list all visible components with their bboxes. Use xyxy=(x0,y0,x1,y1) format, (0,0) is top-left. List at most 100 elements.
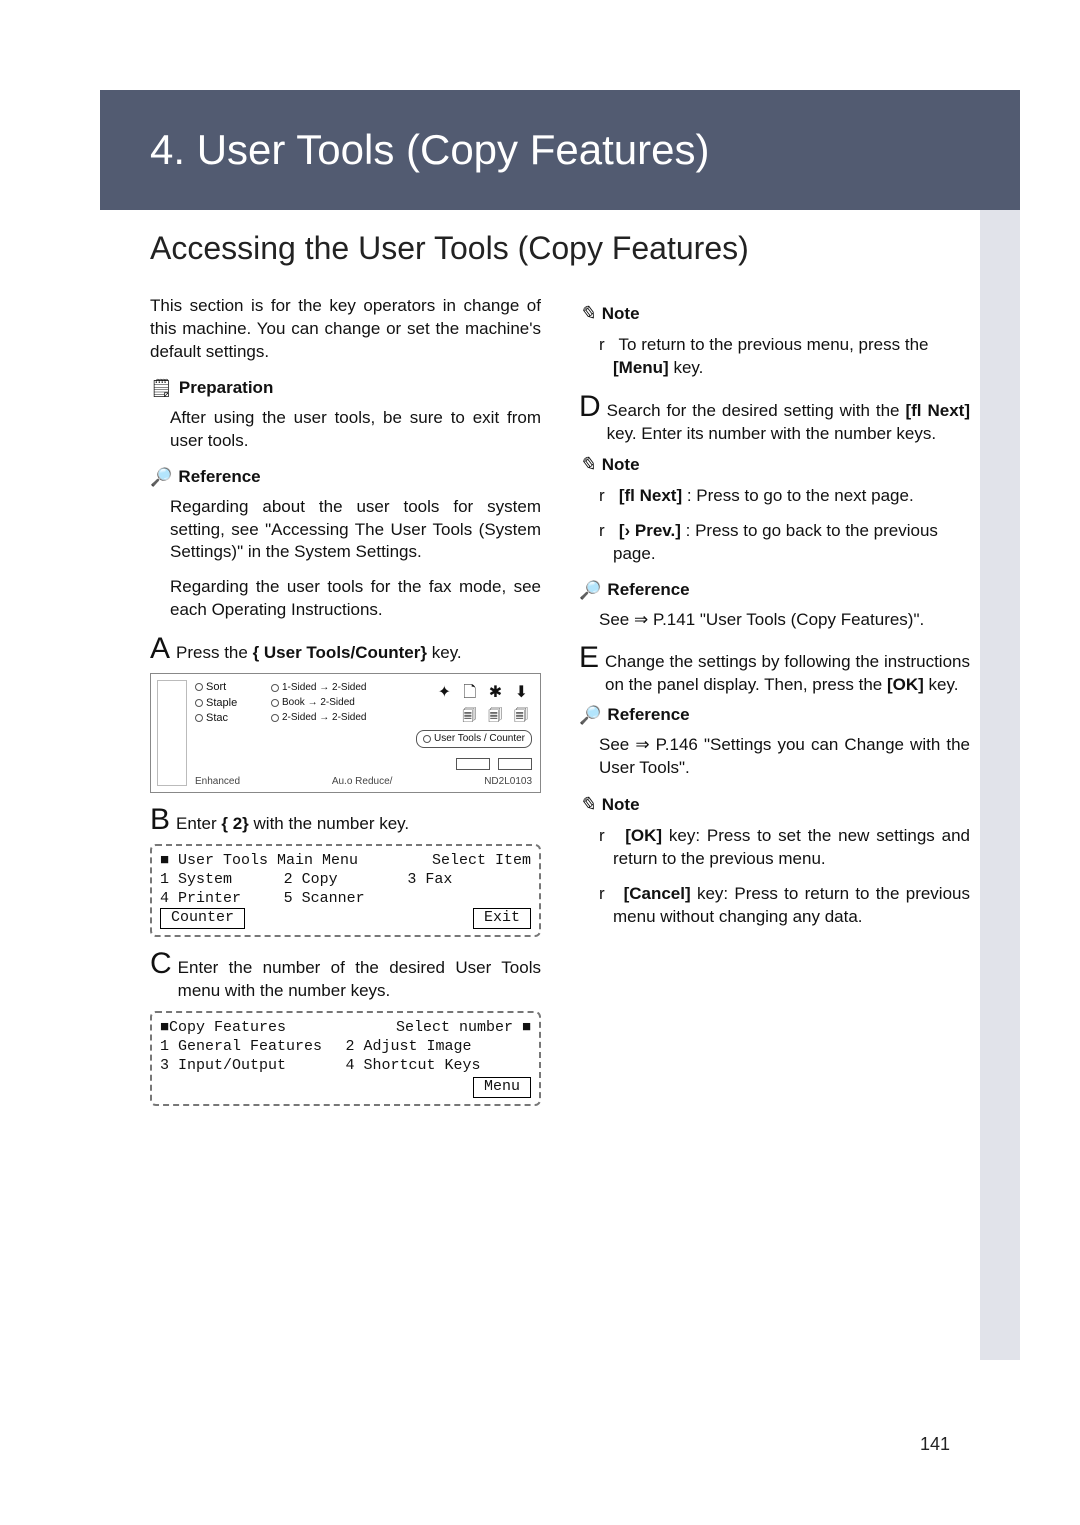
step-a-text: Press the { User Tools/Counter} key. xyxy=(176,634,462,665)
step-d: D Search for the desired setting with th… xyxy=(579,392,970,446)
cp-foot-m: Au.o Reduce/ xyxy=(332,775,393,789)
note-b-item1: [fl Next] : Press to go to the next page… xyxy=(599,485,970,508)
cp-ut-label: User Tools / Counter xyxy=(434,733,525,744)
cp-foot-l: Enhanced xyxy=(195,775,240,789)
cp-mode1: 1-Sided → 2-Sided xyxy=(282,682,367,693)
note-b1-key: [fl Next] xyxy=(619,486,682,505)
panel1-r2c1: 4 Printer xyxy=(160,890,284,909)
intro-text: This section is for the key operators in… xyxy=(150,295,541,364)
cp-left-labels: Sort Staple Stac xyxy=(195,680,237,726)
magnifier-icon xyxy=(579,578,601,603)
step-a-post: key. xyxy=(432,643,462,662)
step-e-text: Change the settings by following the ins… xyxy=(605,643,970,697)
two-column-layout: This section is for the key operators in… xyxy=(150,295,970,1118)
note-b2-key: [› Prev.] xyxy=(619,521,681,540)
panel1-exit-button: Exit xyxy=(473,908,531,929)
step-a-key: { User Tools/Counter} xyxy=(253,643,427,662)
panel2-r2c1: 3 Input/Output xyxy=(160,1057,346,1076)
preparation-label: Preparation xyxy=(179,377,273,400)
panel1-title-left: ■ User Tools Main Menu xyxy=(160,852,358,871)
left-column: This section is for the key operators in… xyxy=(150,295,541,1118)
note-label-3: Note xyxy=(602,794,640,817)
panel1-r1c3: 3 Fax xyxy=(407,871,531,890)
step-b-letter: B xyxy=(150,805,170,835)
panel2-r1c1: 1 General Features xyxy=(160,1038,346,1057)
step-b-key: { 2} xyxy=(221,814,248,833)
page: 4. User Tools (Copy Features) Accessing … xyxy=(0,0,1080,1525)
reference-header-d: Reference xyxy=(579,578,970,603)
step-e: E Change the settings by following the i… xyxy=(579,643,970,697)
cp-box xyxy=(456,758,490,770)
cp-box xyxy=(498,758,532,770)
note-header-2: Note xyxy=(579,452,970,479)
cp-staple: Staple xyxy=(206,697,237,709)
step-a-pre: Press the xyxy=(176,643,248,662)
step-b: B Enter { 2} with the number key. xyxy=(150,805,541,836)
preparation-header: Preparation xyxy=(150,376,541,401)
reference-label-e: Reference xyxy=(607,704,689,727)
cp-mode2: Book → 2-Sided xyxy=(282,697,355,708)
reference-d-text: See ⇒ P.141 "User Tools (Copy Features)"… xyxy=(599,609,970,632)
step-d-key: [fl Next] xyxy=(905,401,970,420)
step-d-letter: D xyxy=(579,392,601,422)
panel1-r1c1: 1 System xyxy=(160,871,284,890)
note-a-text: To return to the previous menu, press th… xyxy=(619,335,929,354)
lcd-panel-main-menu: ■ User Tools Main Menu Select Item 1 Sys… xyxy=(150,844,541,937)
panel2-r2c2: 4 Shortcut Keys xyxy=(346,1057,532,1076)
step-d-post: key. Enter its number with the number ke… xyxy=(607,424,936,443)
cp-left-strip xyxy=(157,680,187,786)
note-a-item: To return to the previous menu, press th… xyxy=(599,334,970,380)
cp-mid-icons: 🗐 🗐 🗐 xyxy=(462,706,532,725)
chapter-header-band: 4. User Tools (Copy Features) xyxy=(100,90,1020,210)
note-e1-txt: key: Press to set the new settings and r… xyxy=(613,826,970,868)
cp-top-icons: ✦ 🗋 ✱ ⬇ xyxy=(438,682,532,704)
chapter-title: 4. User Tools (Copy Features) xyxy=(150,126,709,174)
pencil-icon xyxy=(579,301,596,328)
clipboard-icon xyxy=(150,376,173,401)
note-a-key: [Menu] xyxy=(613,358,669,377)
control-panel-illustration: Sort Staple Stac 1-Sided → 2-Sided Book … xyxy=(150,673,541,793)
note-header-1: Note xyxy=(579,301,970,328)
content-area: Accessing the User Tools (Copy Features)… xyxy=(150,230,970,1118)
step-e-key: [OK] xyxy=(887,675,924,694)
cp-mode3: 2-Sided → 2-Sided xyxy=(282,712,367,723)
panel1-r2c3 xyxy=(407,890,531,909)
step-a-letter: A xyxy=(150,634,170,664)
right-column: Note To return to the previous menu, pre… xyxy=(579,295,970,1118)
reference-header-e: Reference xyxy=(579,703,970,728)
reference-header: Reference xyxy=(150,465,541,490)
step-c: C Enter the number of the desired User T… xyxy=(150,949,541,1003)
cp-blank-boxes xyxy=(456,758,532,770)
cp-stac: Stac xyxy=(206,712,228,724)
step-c-text: Enter the number of the desired User Too… xyxy=(178,949,541,1003)
right-margin-rail xyxy=(980,210,1020,1360)
pencil-icon xyxy=(579,452,596,479)
note-label-1: Note xyxy=(602,303,640,326)
note-e-item1: [OK] key: Press to set the new settings … xyxy=(599,825,970,871)
reference-label-d: Reference xyxy=(607,579,689,602)
cp-footer: Enhanced Au.o Reduce/ ND2L0103 xyxy=(195,775,532,789)
reference-e-text: See ⇒ P.146 "Settings you can Change wit… xyxy=(599,734,970,780)
note-e2-key: [Cancel] xyxy=(624,884,691,903)
page-number: 141 xyxy=(920,1434,950,1455)
pencil-icon xyxy=(579,792,596,819)
note-e1-key: [OK] xyxy=(625,826,662,845)
step-b-pre: Enter xyxy=(176,814,221,833)
cp-foot-r: ND2L0103 xyxy=(484,775,532,789)
reference-p2: Regarding the user tools for the fax mod… xyxy=(170,576,541,622)
magnifier-icon xyxy=(150,465,172,490)
preparation-text: After using the user tools, be sure to e… xyxy=(170,407,541,453)
step-d-pre: Search for the desired setting with the xyxy=(607,401,906,420)
panel2-title-right: Select number ■ xyxy=(396,1019,531,1038)
note-b1-txt: : Press to go to the next page. xyxy=(687,486,914,505)
step-e-post: key. xyxy=(929,675,959,694)
section-title: Accessing the User Tools (Copy Features) xyxy=(150,230,970,267)
note-e-item2: [Cancel] key: Press to return to the pre… xyxy=(599,883,970,929)
panel1-r1c2: 2 Copy xyxy=(284,871,408,890)
panel1-title-right: Select Item xyxy=(432,852,531,871)
panel2-r1c2: 2 Adjust Image xyxy=(346,1038,532,1057)
panel1-counter-button: Counter xyxy=(160,908,245,929)
cp-sort: Sort xyxy=(206,681,226,693)
step-c-letter: C xyxy=(150,949,172,979)
lcd-panel-copy-features: ■Copy Features Select number ■ 1 General… xyxy=(150,1011,541,1106)
